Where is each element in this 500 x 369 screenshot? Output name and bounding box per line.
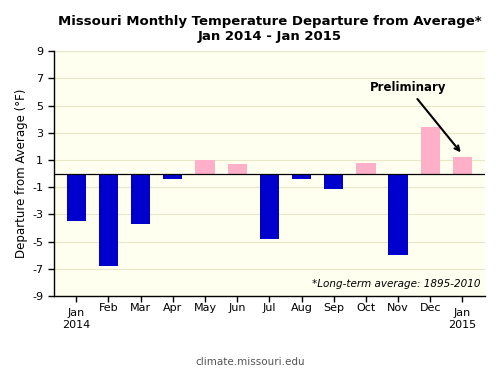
Bar	[388, 173, 408, 255]
Text: Aug: Aug	[290, 303, 312, 313]
Bar	[453, 157, 472, 173]
Text: Jan
2014: Jan 2014	[62, 308, 90, 330]
Bar	[420, 127, 440, 173]
Text: *Long-term average: 1895-2010: *Long-term average: 1895-2010	[312, 279, 480, 289]
Text: Oct: Oct	[356, 303, 376, 313]
Bar	[163, 173, 182, 179]
Text: Sep: Sep	[323, 303, 344, 313]
Bar	[228, 164, 247, 173]
Text: Preliminary: Preliminary	[370, 81, 460, 151]
Text: Jan
2015: Jan 2015	[448, 308, 476, 330]
Bar	[356, 163, 376, 173]
Bar	[324, 173, 344, 189]
Title: Missouri Monthly Temperature Departure from Average*
Jan 2014 - Jan 2015: Missouri Monthly Temperature Departure f…	[58, 15, 481, 43]
Y-axis label: Departure from Average (°F): Departure from Average (°F)	[15, 89, 28, 258]
Text: Apr: Apr	[163, 303, 182, 313]
Text: climate.missouri.edu: climate.missouri.edu	[195, 357, 305, 367]
Text: May: May	[194, 303, 216, 313]
Bar	[99, 173, 118, 266]
Bar	[292, 173, 311, 179]
Bar	[260, 173, 279, 239]
Text: Jul: Jul	[262, 303, 276, 313]
Text: Jun: Jun	[228, 303, 246, 313]
Text: Nov: Nov	[387, 303, 409, 313]
Text: Mar: Mar	[130, 303, 151, 313]
Bar	[66, 173, 86, 221]
Bar	[196, 160, 214, 173]
Text: Dec: Dec	[420, 303, 441, 313]
Bar	[131, 173, 150, 224]
Text: Feb: Feb	[98, 303, 118, 313]
